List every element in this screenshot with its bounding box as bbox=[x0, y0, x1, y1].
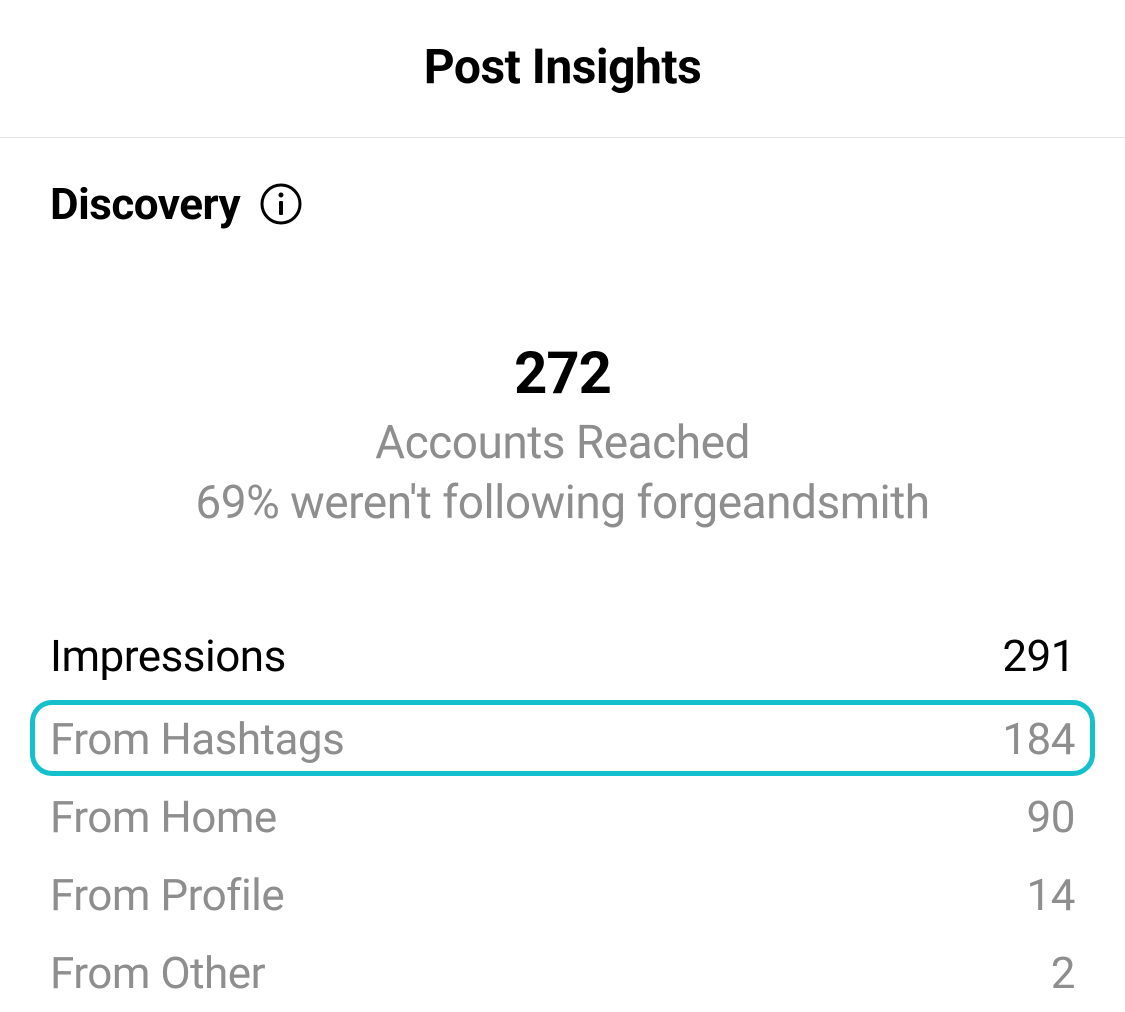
impression-value: 184 bbox=[1002, 713, 1075, 765]
impressions-list: From Hashtags 184 From Home 90 From Prof… bbox=[50, 700, 1075, 1012]
impression-value: 90 bbox=[1027, 791, 1075, 843]
discovery-section-header: Discovery bbox=[50, 138, 1075, 230]
impressions-header: Impressions 291 bbox=[50, 630, 1075, 700]
info-icon[interactable] bbox=[260, 183, 302, 225]
accounts-reached-label: Accounts Reached bbox=[50, 416, 1075, 470]
discovery-title: Discovery bbox=[50, 178, 240, 230]
accounts-reached-block: 272 Accounts Reached 69% weren't followi… bbox=[50, 230, 1075, 630]
impressions-total: 291 bbox=[1002, 630, 1075, 682]
impression-value: 2 bbox=[1051, 947, 1075, 999]
accounts-reached-value: 272 bbox=[50, 340, 1075, 408]
impression-label: From Profile bbox=[50, 869, 284, 921]
impression-row-hashtags: From Hashtags 184 bbox=[50, 700, 1075, 778]
impression-value: 14 bbox=[1027, 869, 1075, 921]
impressions-title: Impressions bbox=[50, 630, 286, 682]
impression-label: From Hashtags bbox=[50, 713, 344, 765]
followers-note: 69% weren't following forgeandsmith bbox=[50, 476, 1075, 530]
impression-row-other: From Other 2 bbox=[50, 934, 1075, 1012]
impression-label: From Other bbox=[50, 947, 265, 999]
content-area: Discovery 272 Accounts Reached 69% weren… bbox=[0, 138, 1125, 1012]
impression-row-home: From Home 90 bbox=[50, 778, 1075, 856]
page-title: Post Insights bbox=[0, 38, 1125, 95]
impression-row-profile: From Profile 14 bbox=[50, 856, 1075, 934]
impression-label: From Home bbox=[50, 791, 277, 843]
page-header: Post Insights bbox=[0, 0, 1125, 138]
